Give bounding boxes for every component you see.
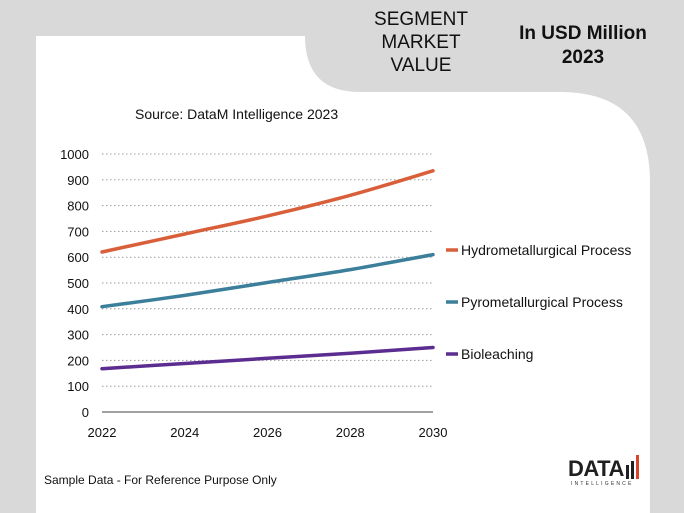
- series-line: [100, 169, 435, 254]
- y-tick-label: 900: [67, 173, 89, 188]
- series-line: [100, 345, 435, 371]
- y-tick-label: 100: [67, 379, 89, 394]
- segment-title-line-2: MARKET: [381, 32, 461, 53]
- x-tick-label: 2022: [88, 425, 117, 440]
- unit-title-line-2: 2023: [561, 47, 605, 68]
- series-line: [100, 252, 435, 309]
- segment-title-line-1: SEGMENT: [374, 9, 468, 30]
- legend-label: Pyrometallurgical Process: [461, 294, 623, 310]
- unit-title-line-1: In USD Million: [519, 23, 647, 44]
- x-tick-label: 2026: [253, 425, 282, 440]
- legend-label: Bioleaching: [461, 346, 533, 362]
- x-tick-label: 2028: [336, 425, 365, 440]
- y-tick-label: 800: [67, 199, 89, 214]
- legend-label: Hydrometallurgical Process: [461, 242, 631, 258]
- segment-title-line-3: VALUE: [390, 55, 452, 76]
- y-tick-label: 500: [67, 276, 89, 291]
- y-tick-label: 0: [82, 405, 89, 420]
- y-tick-label: 1000: [60, 147, 89, 162]
- logo-subtitle: INTELLIGENCE: [571, 481, 634, 487]
- y-tick-label: 300: [67, 328, 89, 343]
- segment-market-value-title: SEGMENT MARKET VALUE: [350, 8, 492, 77]
- x-tick-label: 2024: [170, 425, 199, 440]
- y-tick-label: 200: [67, 353, 89, 368]
- sample-data-note: Sample Data - For Reference Purpose Only: [44, 473, 277, 487]
- logo-wordmark: DATA: [568, 456, 624, 481]
- y-tick-label: 600: [67, 250, 89, 265]
- y-tick-label: 700: [67, 224, 89, 239]
- logo-bars-icon: [626, 455, 639, 479]
- y-tick-label: 400: [67, 302, 89, 317]
- chart-source: Source: DataM Intelligence 2023: [135, 106, 339, 122]
- x-tick-label: 2030: [419, 425, 448, 440]
- unit-year-title: In USD Million 2023: [500, 22, 666, 70]
